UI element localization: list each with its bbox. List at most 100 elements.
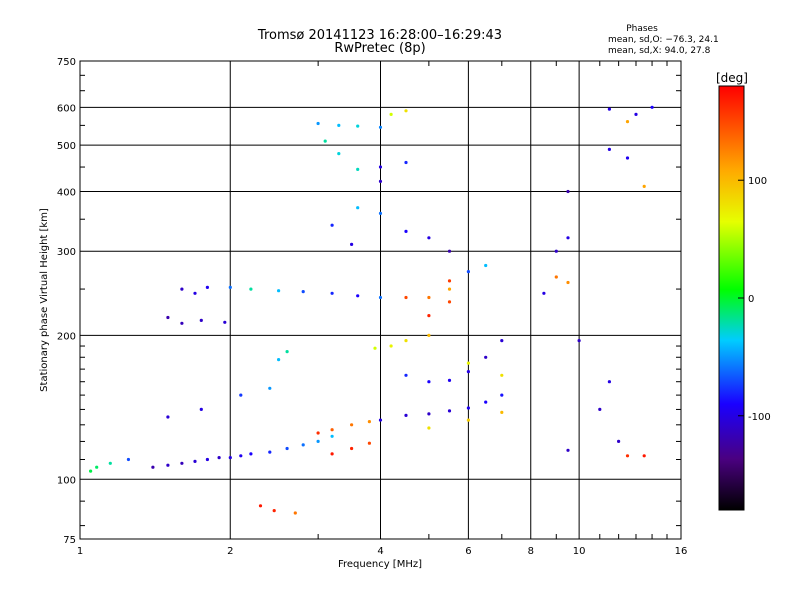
data-point xyxy=(166,415,170,419)
data-point xyxy=(151,465,155,469)
y-tick-label: 200 xyxy=(57,331,76,342)
colorbar-tick-label: 0 xyxy=(748,294,754,305)
data-point xyxy=(427,314,431,318)
data-point xyxy=(285,446,289,451)
stats-line-o: mean, sd,O: −76.3, 24.1 xyxy=(608,35,719,45)
data-point xyxy=(500,393,504,397)
x-tick-label: 16 xyxy=(675,546,688,557)
data-point xyxy=(239,454,243,458)
stats-line-x: mean, sd,X: 94.0, 27.8 xyxy=(608,46,711,56)
data-point xyxy=(330,434,334,438)
data-point xyxy=(466,270,470,274)
data-point xyxy=(577,339,581,343)
data-point xyxy=(625,156,630,160)
colorbar-ticks: 100 0 -100 xyxy=(738,176,771,423)
data-point xyxy=(650,105,654,109)
data-point xyxy=(427,236,431,240)
chart-title: Tromsø 20141123 16:28:00–16:29:43 xyxy=(257,28,502,43)
x-tick-label: 10 xyxy=(573,546,586,557)
data-point xyxy=(404,160,408,165)
data-point xyxy=(285,350,289,354)
y-tick-label: 400 xyxy=(57,187,76,198)
data-point xyxy=(337,152,341,156)
data-point xyxy=(378,125,383,129)
data-point xyxy=(617,439,621,443)
data-point xyxy=(566,448,570,452)
axis-ticks: 1 2 4 6 8 10 16 75 100 200 300 400 500 600 750 xyxy=(57,57,687,557)
data-point xyxy=(193,291,197,295)
data-point xyxy=(350,423,354,427)
data-point xyxy=(316,431,320,435)
data-point xyxy=(301,290,305,294)
colorbar-tick-label: -100 xyxy=(748,412,771,423)
data-point xyxy=(427,412,431,416)
data-point xyxy=(350,446,354,451)
colorbar-tick-label: 100 xyxy=(748,176,767,187)
data-point xyxy=(378,179,383,183)
x-tick-label: 1 xyxy=(77,546,83,557)
data-point xyxy=(199,318,203,322)
data-point xyxy=(378,418,383,422)
data-point xyxy=(205,285,209,289)
data-point xyxy=(542,291,546,295)
grid xyxy=(80,61,681,539)
data-point xyxy=(199,407,203,411)
data-point xyxy=(228,456,232,460)
data-point xyxy=(625,120,630,124)
data-point xyxy=(323,139,327,143)
data-point xyxy=(484,400,488,404)
data-point xyxy=(404,339,408,343)
data-point xyxy=(378,165,383,169)
data-point xyxy=(566,280,570,285)
data-point xyxy=(249,452,253,456)
data-point xyxy=(378,295,383,300)
chart-subtitle: RwPretec (8p) xyxy=(334,41,425,56)
data-point xyxy=(566,189,570,194)
x-tick-label: 4 xyxy=(377,546,383,557)
data-point xyxy=(404,373,408,377)
data-point xyxy=(447,409,452,413)
data-point xyxy=(378,211,383,215)
y-tick-label: 750 xyxy=(57,57,76,68)
data-point xyxy=(223,320,227,324)
data-point xyxy=(427,426,431,430)
y-tick-label: 300 xyxy=(57,247,76,258)
data-point xyxy=(404,229,408,233)
data-point xyxy=(316,121,320,126)
data-point xyxy=(268,386,272,390)
data-point xyxy=(108,461,112,465)
data-point xyxy=(373,346,377,350)
x-tick-label: 8 xyxy=(528,546,534,557)
data-point xyxy=(367,441,371,445)
data-point xyxy=(500,373,504,377)
y-tick-label: 75 xyxy=(63,535,76,546)
data-point xyxy=(566,236,570,240)
data-points xyxy=(89,105,654,515)
colorbar-label: [deg] xyxy=(716,71,748,85)
data-point xyxy=(166,463,170,467)
x-tick-label: 6 xyxy=(465,546,471,557)
data-point xyxy=(228,285,232,289)
data-point xyxy=(466,370,470,374)
y-tick-label: 600 xyxy=(57,103,76,114)
data-point xyxy=(625,454,630,458)
data-point xyxy=(427,380,431,384)
data-point xyxy=(277,289,281,293)
stats-heading: Phases xyxy=(626,24,658,34)
data-point xyxy=(350,242,354,246)
data-point xyxy=(180,461,184,465)
data-point xyxy=(404,109,408,113)
data-point xyxy=(316,439,320,443)
data-point xyxy=(239,393,243,397)
data-point xyxy=(337,123,341,127)
data-point xyxy=(126,457,130,462)
data-point xyxy=(466,418,470,422)
data-point xyxy=(166,315,170,320)
data-point xyxy=(607,147,612,151)
data-point xyxy=(277,358,281,362)
y-axis-label: Stationary phase Virtual Height [km] xyxy=(39,208,50,392)
data-point xyxy=(193,459,197,463)
data-point xyxy=(330,452,334,456)
data-point xyxy=(484,355,488,359)
